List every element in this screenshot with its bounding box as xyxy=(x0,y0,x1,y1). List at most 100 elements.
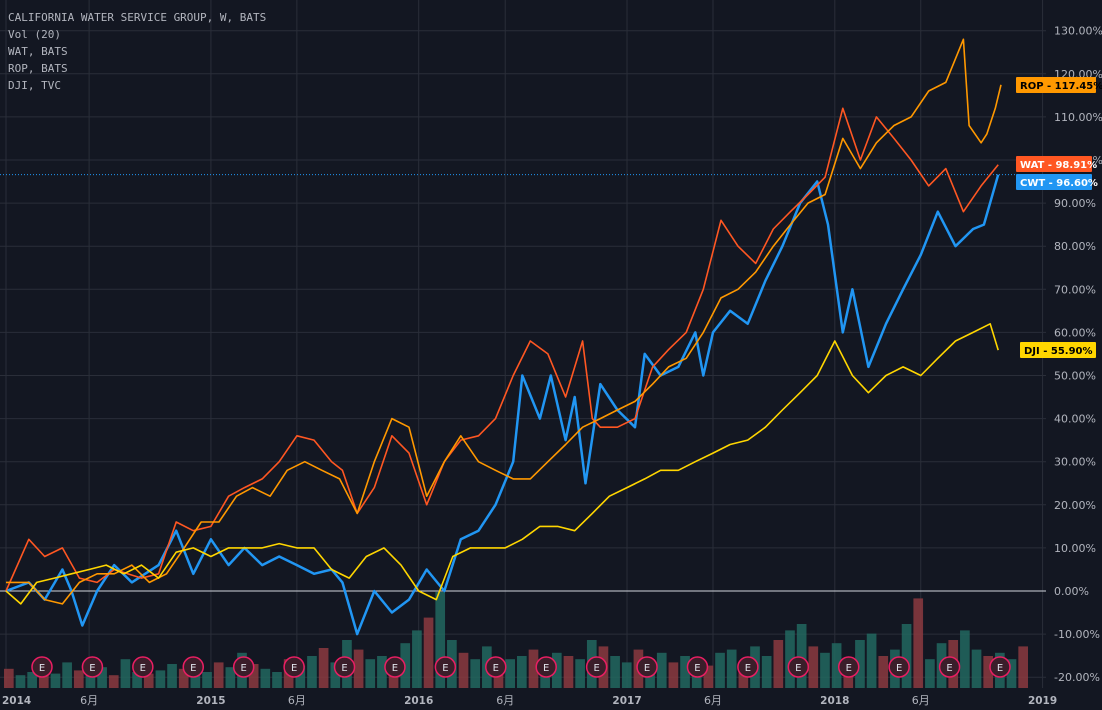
volume-bar xyxy=(108,675,119,688)
volume-bar xyxy=(656,652,667,688)
volume-bar xyxy=(820,652,830,688)
volume-bar xyxy=(1018,646,1028,688)
last-value-tags: CWT - 96.60% WAT - 98.91% ROP - 117.45% DJI… xyxy=(1016,77,1102,358)
volume-bar xyxy=(330,662,341,688)
y-tick-label: -20.00% xyxy=(1054,671,1100,684)
y-tick-label: 70.00% xyxy=(1054,283,1096,296)
volume-bar xyxy=(178,668,189,688)
volume-bar xyxy=(167,664,177,688)
volume-bar xyxy=(365,659,376,688)
earnings-marker-icon[interactable] xyxy=(132,656,154,678)
y-tick-label: 10.00% xyxy=(1054,542,1096,555)
volume-bar xyxy=(318,648,329,688)
earnings-marker-icon[interactable] xyxy=(31,656,53,678)
earnings-marker-icon[interactable] xyxy=(384,656,406,678)
earnings-marker-icon[interactable] xyxy=(182,656,205,678)
earnings-marker-label: E xyxy=(795,663,801,674)
x-tick-label: 2015 xyxy=(196,695,225,707)
volume-bar xyxy=(610,656,620,688)
volume-bar xyxy=(971,649,982,688)
earnings-marker-label: E xyxy=(190,663,196,674)
earnings-marker-icon[interactable] xyxy=(535,656,557,678)
earnings-marker-icon[interactable] xyxy=(333,656,356,678)
volume-bar xyxy=(132,672,142,688)
legend-line-vol: Vol (20) xyxy=(8,28,61,41)
volume-bar xyxy=(575,659,585,688)
volume-bar xyxy=(73,670,84,688)
earnings-marker-icon[interactable] xyxy=(888,656,910,678)
earnings-marker-icon[interactable] xyxy=(636,656,658,678)
legend: CALIFORNIA WATER SERVICE GROUP, W, BATS … xyxy=(8,11,266,92)
earnings-marker-label: E xyxy=(341,663,347,674)
last-value-tag-label: DJI - 55.90% xyxy=(1024,346,1093,357)
earnings-marker-icon[interactable] xyxy=(81,656,104,678)
earnings-marker-icon[interactable] xyxy=(434,656,457,678)
earnings-marker-icon[interactable] xyxy=(737,656,759,678)
volume-bar xyxy=(120,659,131,688)
earnings-marker-icon[interactable] xyxy=(787,656,810,678)
volume-bar xyxy=(85,672,96,688)
earnings-marker-icon[interactable] xyxy=(485,656,507,678)
volume-bars xyxy=(4,592,1028,688)
volume-bar xyxy=(50,673,61,688)
volume-bar xyxy=(551,652,562,688)
last-value-tag-label: ROP - 117.45% xyxy=(1020,81,1102,92)
earnings-marker-label: E xyxy=(241,663,247,674)
x-tick-label: 2019 xyxy=(1028,695,1057,707)
earnings-marker-label: E xyxy=(543,663,549,674)
y-tick-label: 0.00% xyxy=(1054,585,1089,598)
y-tick-label: 20.00% xyxy=(1054,499,1096,512)
earnings-marker-label: E xyxy=(846,663,852,674)
earnings-marker-label: E xyxy=(392,663,398,674)
x-tick-label: 2017 xyxy=(612,695,641,707)
x-tick-label: 2014 xyxy=(2,695,31,707)
volume-bar xyxy=(960,630,970,688)
y-tick-label: -10.00% xyxy=(1054,628,1100,641)
volume-bar xyxy=(97,667,107,688)
legend-line-wat: WAT, BATS xyxy=(8,45,68,58)
last-value-tag-label: CWT - 96.60% xyxy=(1020,178,1098,189)
earnings-marker-icon[interactable] xyxy=(989,656,1011,678)
volume-bar xyxy=(738,668,749,688)
series-line-rop xyxy=(6,38,1002,605)
volume-bar xyxy=(901,624,912,688)
volume-bar xyxy=(307,656,317,688)
earnings-marker-label: E xyxy=(644,663,650,674)
volume-bar xyxy=(15,675,26,688)
volume-bar xyxy=(621,662,632,688)
series-line-wat xyxy=(5,107,999,592)
x-tick-label: 6月 xyxy=(288,694,306,707)
series-line-dji xyxy=(5,323,999,605)
y-tick-label: 80.00% xyxy=(1054,240,1096,253)
y-tick-label: 60.00% xyxy=(1054,326,1096,339)
earnings-marker-label: E xyxy=(291,663,297,674)
volume-bar xyxy=(563,656,574,688)
x-tick-label: 2018 xyxy=(820,695,849,707)
last-value-tag xyxy=(1016,156,1092,172)
volume-bar xyxy=(983,656,994,688)
earnings-marker-label: E xyxy=(442,663,448,674)
volume-bar xyxy=(517,656,527,688)
volume-bar xyxy=(505,659,515,688)
volume-bar xyxy=(925,659,935,688)
earnings-marker-icon[interactable] xyxy=(585,656,608,678)
earnings-marker-icon[interactable] xyxy=(283,656,305,678)
last-value-tag xyxy=(1016,77,1096,93)
earnings-marker-icon[interactable] xyxy=(837,656,860,678)
volume-bar xyxy=(4,668,14,688)
earnings-marker-icon[interactable] xyxy=(686,656,709,678)
volume-bar xyxy=(913,598,924,688)
x-tick-label: 6月 xyxy=(80,694,98,707)
volume-bar xyxy=(248,664,259,688)
earnings-marker-icon[interactable] xyxy=(938,656,961,678)
earnings-marker-label: E xyxy=(39,663,45,674)
y-tick-label: 130.00% xyxy=(1054,25,1102,38)
volume-bar xyxy=(715,652,725,688)
volume-bar xyxy=(62,662,72,688)
volume-bar xyxy=(353,649,364,688)
volume-bar xyxy=(785,630,795,688)
earnings-marker-icon[interactable] xyxy=(232,656,255,678)
volume-bar xyxy=(458,652,469,688)
